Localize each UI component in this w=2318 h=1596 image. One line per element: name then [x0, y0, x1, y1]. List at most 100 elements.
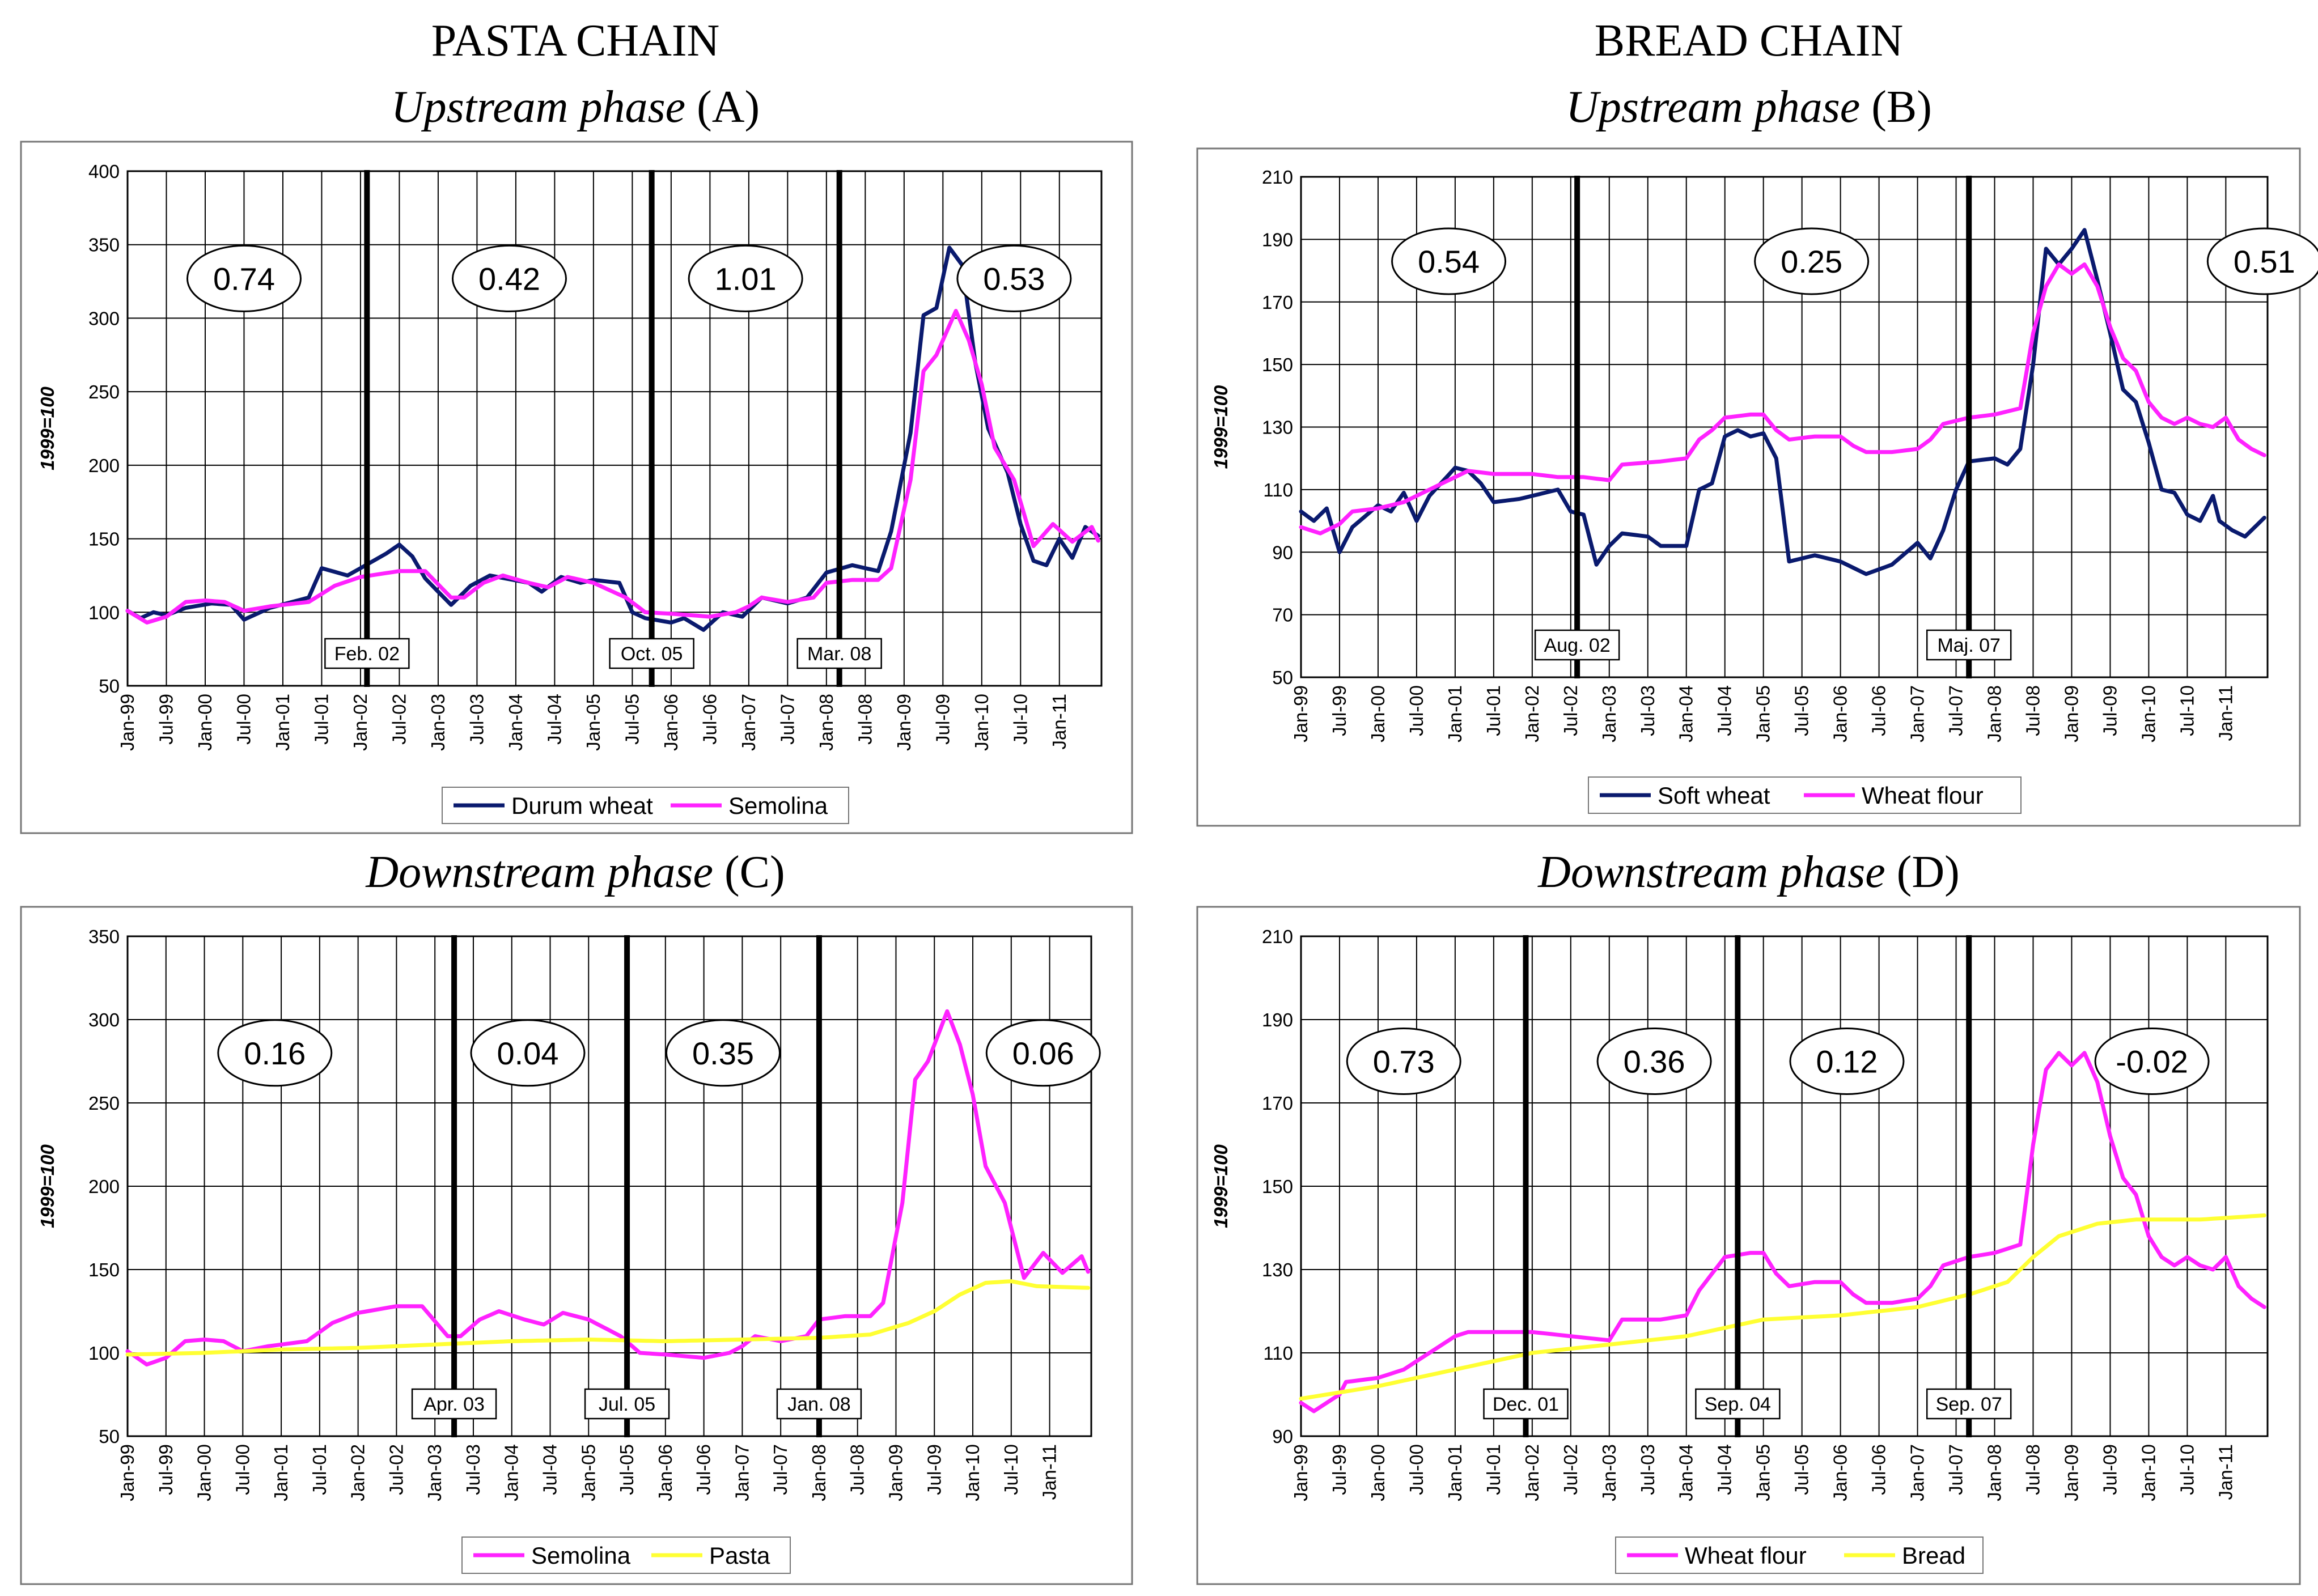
x-tick-label: Jan-04 — [505, 694, 526, 751]
y-tick-label: 250 — [88, 1093, 120, 1114]
x-tick-label: Jan-11 — [1049, 694, 1070, 749]
x-tick-label: Jul-02 — [1560, 1444, 1581, 1495]
x-tick-label: Jul-07 — [1946, 1444, 1967, 1495]
x-tick-label: Jul-03 — [463, 1444, 484, 1495]
break-label-box — [1926, 1388, 2012, 1420]
x-tick-label: Jul-04 — [1714, 685, 1735, 736]
x-tick-label: Jan-02 — [348, 1444, 368, 1501]
legend-entry: Pasta — [709, 1542, 770, 1569]
x-tick-label: Jan-05 — [1753, 685, 1774, 742]
y-tick-label: 110 — [1263, 1343, 1293, 1364]
x-tick-label: Jul-08 — [847, 1444, 868, 1495]
x-tick-label: Jan-11 — [2215, 685, 2236, 741]
break-label: Dec. 01 — [1493, 1394, 1559, 1415]
coefficient-ellipse — [688, 244, 803, 312]
x-tick-label: Jul-04 — [1714, 1444, 1735, 1495]
x-tick-label: Jan-09 — [2061, 1444, 2082, 1501]
legend: Semolina Pasta — [461, 1536, 791, 1574]
x-tick-label: Jan-99 — [1290, 1444, 1311, 1501]
y-tick-label: 100 — [88, 1343, 120, 1364]
x-tick-label: Jan-03 — [1599, 1444, 1620, 1501]
x-tick-label: Jul-99 — [1329, 685, 1350, 736]
coefficient-ellipse — [2094, 1028, 2210, 1095]
coefficient-ellipse — [217, 1019, 333, 1087]
y-tick-label: 70 — [1272, 605, 1293, 626]
panel-c-phase: Downstream phase — [365, 847, 713, 897]
x-tick-label: Jul-04 — [540, 1444, 561, 1495]
coefficient-ellipse — [1391, 227, 1507, 295]
panel-b-letter: (B) — [1871, 82, 1932, 132]
x-tick-label: Jul-10 — [2176, 1444, 2197, 1495]
x-tick-label: Jul-09 — [2099, 685, 2120, 736]
panel-a-title: Upstream phase (A) — [391, 82, 760, 132]
coefficient-value: 1.01 — [715, 261, 777, 296]
y-axis-label: 1999=100 — [1210, 385, 1231, 469]
y-tick-label: 130 — [1262, 417, 1293, 438]
x-tick-label: Jan-03 — [424, 1444, 445, 1501]
x-tick-label: Jul-01 — [311, 694, 332, 745]
series-line-semolina — [125, 309, 1100, 625]
panel-d-phase: Downstream phase — [1537, 847, 1885, 897]
coefficient-value: 0.54 — [1418, 244, 1480, 279]
x-tick-label: Jan-09 — [893, 694, 914, 751]
x-tick-label: Jan-04 — [501, 1444, 522, 1501]
y-tick-label: 50 — [99, 1426, 120, 1447]
x-tick-label: Jan-07 — [1907, 1444, 1928, 1501]
coefficient-value: 0.42 — [478, 261, 540, 296]
x-tick-label: Jul-06 — [699, 694, 720, 745]
legend-entry: Soft wheat — [1658, 782, 1770, 809]
x-tick-label: Jul-99 — [1329, 1444, 1350, 1495]
coefficient-ellipse — [2206, 227, 2318, 295]
break-label-box — [776, 1388, 862, 1420]
legend: Wheat flour Bread — [1615, 1536, 1984, 1574]
x-tick-label: Jul-07 — [1946, 685, 1967, 736]
break-label-box — [411, 1388, 497, 1420]
x-tick-label: Jul-10 — [1010, 694, 1031, 745]
x-tick-label: Jan-02 — [350, 694, 371, 751]
series-line-wheat-flour — [1299, 1051, 2266, 1414]
y-tick-label: 150 — [1262, 1176, 1293, 1197]
x-tick-label: Jul-00 — [1406, 685, 1427, 736]
break-label: Jan. 08 — [787, 1394, 851, 1415]
x-tick-label: Jul-01 — [1483, 685, 1504, 736]
x-tick-label: Jan-99 — [117, 1444, 138, 1501]
x-tick-label: Jul-09 — [932, 694, 953, 745]
legend-entry: Wheat flour — [1862, 782, 1984, 809]
coefficient-value: 0.74 — [213, 261, 275, 296]
y-tick-label: 150 — [88, 1259, 120, 1280]
panel-c-title: Downstream phase (C) — [365, 847, 785, 897]
chart-d: 90 110 130 150 170 190 210 Jan-99 Jul-99 Jan-00 Ju… — [1210, 926, 2269, 1574]
x-tick-label: Jan-05 — [578, 1444, 599, 1501]
x-tick-label: Jan-99 — [1290, 685, 1311, 742]
coefficient-ellipse — [452, 244, 567, 312]
x-tick-label: Jul-05 — [616, 1444, 637, 1495]
chart-b: 50 70 90 110 130 150 170 190 210 Jan-99 Jul-99 Jan-… — [1210, 167, 2318, 814]
x-tick-label: Jan-02 — [1522, 685, 1542, 742]
x-tick-label: Jan-03 — [1599, 685, 1620, 742]
x-tick-label: Jul-02 — [1560, 685, 1581, 736]
series-line-bread — [1299, 1213, 2266, 1401]
x-tick-label: Jan-07 — [738, 694, 759, 751]
x-tick-label: Jan-06 — [1830, 685, 1851, 742]
x-tick-label: Jul-03 — [1637, 1444, 1658, 1495]
y-tick-label: 170 — [1262, 1093, 1293, 1114]
x-tick-label: Jan-01 — [1444, 685, 1465, 742]
break-label-box — [609, 638, 694, 669]
x-tick-label: Jan-01 — [270, 1444, 291, 1501]
x-tick-label: Jul-07 — [777, 694, 798, 745]
break-label: Sep. 07 — [1936, 1394, 2002, 1415]
x-tick-label: Jan-00 — [1367, 685, 1388, 742]
x-tick-label: Jul-05 — [1791, 685, 1812, 736]
panel-b-title: Upstream phase (B) — [1566, 82, 1932, 132]
x-tick-label: Jan-10 — [2138, 1444, 2159, 1501]
break-label: Feb. 02 — [334, 643, 400, 665]
x-tick-label: Jan-03 — [427, 694, 448, 751]
x-tick-label: Jan-02 — [1522, 1444, 1542, 1501]
x-tick-label: Jul-03 — [466, 694, 487, 745]
legend-entry: Semolina — [728, 792, 828, 819]
x-tick-label: Jul-06 — [1868, 1444, 1889, 1495]
break-label-box — [584, 1388, 670, 1420]
x-tick-label: Jul-09 — [923, 1444, 944, 1495]
series-line-pasta — [125, 1279, 1090, 1357]
panel-a-phase: Upstream phase — [391, 82, 685, 132]
